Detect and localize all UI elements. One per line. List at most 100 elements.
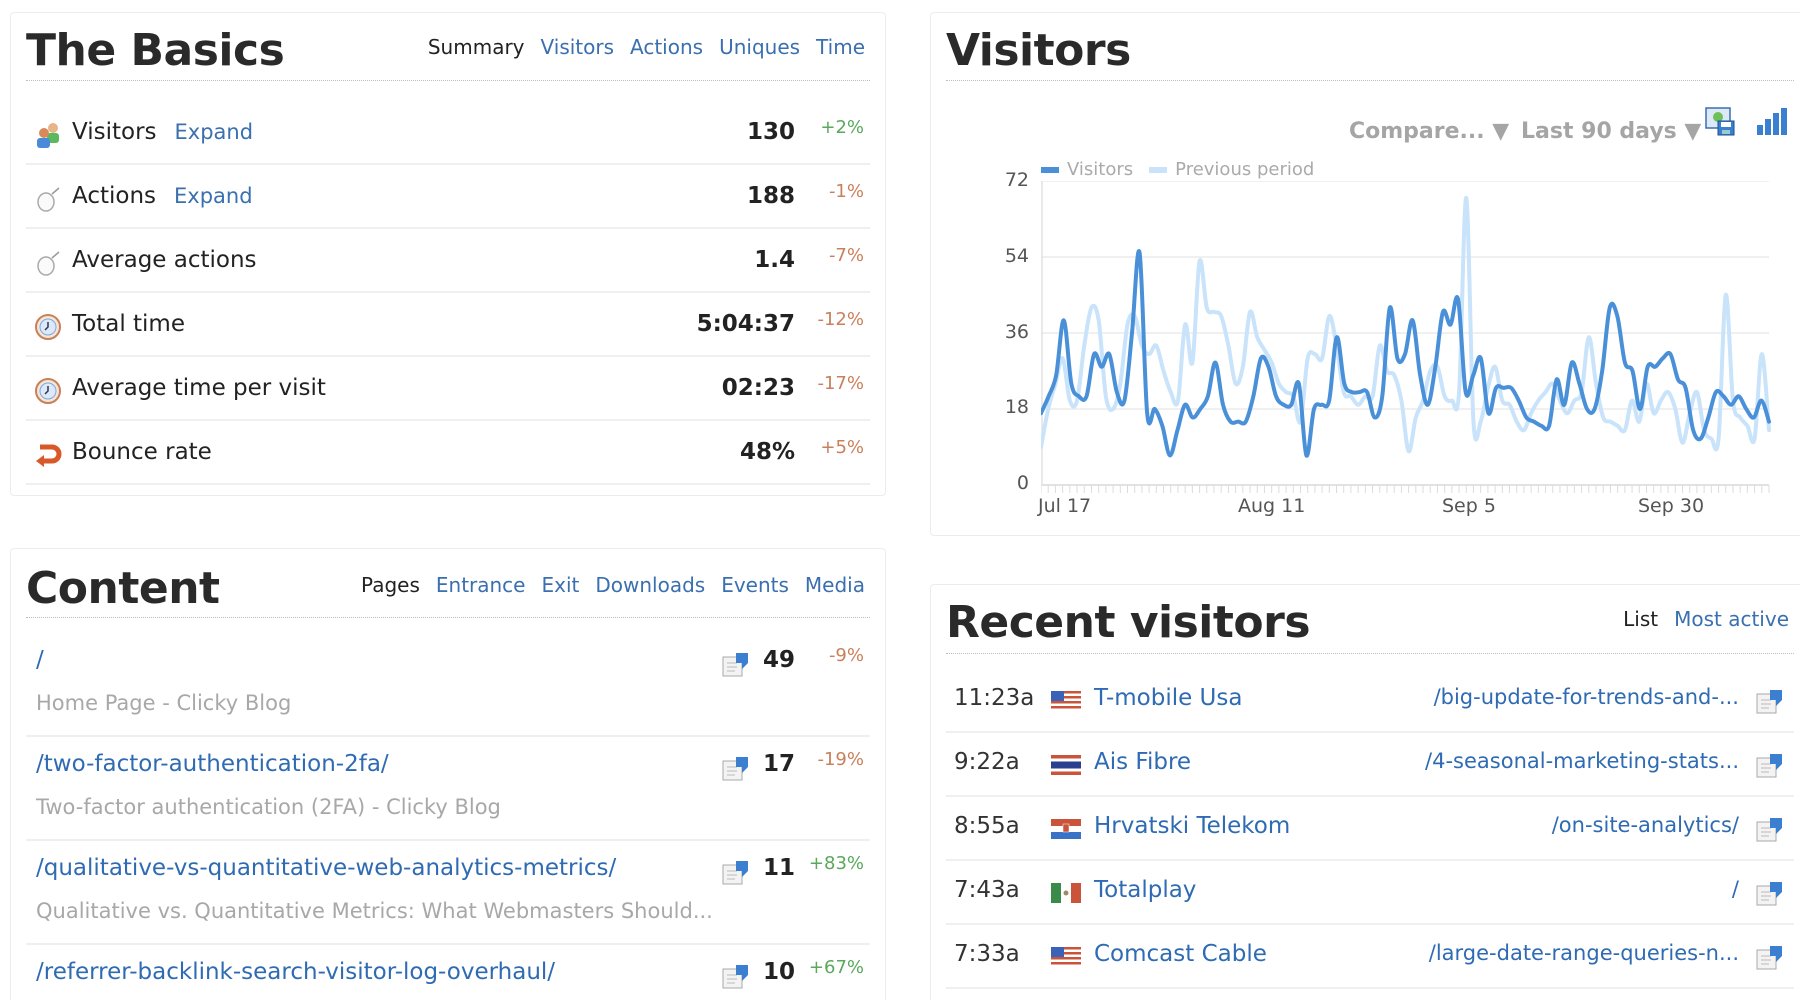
visitor-page-link[interactable]: /4-seasonal-marketing-stats... [1425,749,1739,773]
basics-tabs: Summary Visitors Actions Uniques Time [428,35,865,59]
visitors-title: Visitors [946,25,1131,76]
visitor-page-link[interactable]: /on-site-analytics/ [1551,813,1739,837]
tab-time[interactable]: Time [816,35,865,59]
visitor-isp-link[interactable]: Ais Fibre [1094,749,1192,775]
clock-icon [35,314,61,340]
page-path-link[interactable]: /referrer-backlink-search-visitor-log-ov… [36,959,556,985]
basics-row-delta: -17% [817,373,864,394]
visitor-page-link[interactable]: /big-update-for-trends-and-... [1433,685,1739,709]
basics-row-actions: Actions Expand 188 -1% [26,165,870,229]
tab-actions[interactable]: Actions [630,35,704,59]
basics-title: The Basics [26,25,285,76]
visitor-page-link[interactable]: /large-date-range-queries-n... [1428,941,1739,965]
content-tabs: Pages Entrance Exit Downloads Events Med… [361,573,865,597]
legend-visitors[interactable]: Visitors [1041,159,1133,180]
tab-downloads[interactable]: Downloads [595,573,706,597]
series-previous-period-line[interactable] [1041,195,1771,454]
page-visit-icon[interactable] [722,651,750,677]
tab-summary[interactable]: Summary [427,35,525,59]
clock-icon [35,378,61,404]
basics-row-average-actions: Average actions 1.4 -7% [26,229,870,293]
page-count: 49 [762,647,795,673]
content-divider [26,617,870,618]
flag-us-icon [1051,691,1081,711]
tab-entrance[interactable]: Entrance [435,573,526,597]
page-visit-icon[interactable] [1756,752,1784,778]
page-visit-icon[interactable] [1756,816,1784,842]
export-image-icon[interactable] [1704,105,1736,137]
tab-visitors[interactable]: Visitors [540,35,615,59]
visit-time: 7:43a [954,877,1020,903]
flag-th-icon [1051,755,1081,775]
basics-row-visitors: Visitors Expand 130 +2% [26,101,870,165]
visitors-line-chart[interactable] [1041,181,1771,501]
content-title: Content [26,563,220,614]
basics-row-label: Visitors Expand [72,119,254,145]
y-tick-18: 18 [1004,396,1029,418]
recent-divider [946,653,1794,654]
visitor-row: 7:33a Comcast Cable /large-date-range-qu… [946,925,1794,989]
flag-us-icon [1051,947,1081,967]
tab-uniques[interactable]: Uniques [719,35,801,59]
basics-row-value: 188 [746,183,795,209]
page-count: 10 [762,959,795,985]
visit-time: 9:22a [954,749,1020,775]
visit-time: 7:33a [954,941,1020,967]
page-path-link[interactable]: / [36,647,44,673]
content-panel: Content Pages Entrance Exit Downloads Ev… [10,548,886,1000]
visitor-isp-link[interactable]: Totalplay [1094,877,1197,903]
basics-panel: The Basics Summary Visitors Actions Uniq… [10,12,886,496]
tab-most-active[interactable]: Most active [1674,607,1789,631]
page-visit-icon[interactable] [1756,944,1784,970]
date-range-dropdown[interactable]: Last 90 days ▼ [1521,119,1702,144]
visit-time: 11:23a [954,685,1035,711]
basics-row-delta: -1% [828,181,864,202]
tab-pages[interactable]: Pages [361,573,420,597]
basics-row-label: Average time per visit [72,375,326,401]
visitors-icon [37,123,59,148]
x-tick-label: Sep 30 [1638,495,1705,517]
page-count: 17 [762,751,795,777]
expand-actions-link[interactable]: Expand [174,184,253,208]
series-visitors-line[interactable] [1041,249,1771,458]
tab-list[interactable]: List [1623,607,1659,631]
tab-events[interactable]: Events [721,573,789,597]
legend-previous-period[interactable]: Previous period [1149,159,1314,180]
recent-visitors-title: Recent visitors [946,597,1311,648]
page-visit-icon[interactable] [1756,688,1784,714]
page-delta: -19% [817,749,864,770]
basics-row-label: Actions Expand [72,183,253,209]
visitor-page-link[interactable]: / [1731,877,1739,901]
basics-row-label: Average actions [72,247,257,273]
page-path-link[interactable]: /two-factor-authentication-2fa/ [36,751,389,777]
visitor-isp-link[interactable]: Hrvatski Telekom [1094,813,1291,839]
page-visit-icon[interactable] [722,859,750,885]
visitor-row: 8:55a Hrvatski Telekom /on-site-analytic… [946,797,1794,861]
basics-row-value: 130 [746,119,795,145]
flag-hr-icon [1051,819,1081,839]
basics-row-value: 48% [739,439,795,465]
tab-media[interactable]: Media [804,573,865,597]
visitor-row: 9:22a Ais Fibre /4-seasonal-marketing-st… [946,733,1794,797]
expand-visitors-link[interactable]: Expand [174,120,254,144]
page-title-text: Two-factor authentication (2FA) - Clicky… [36,795,501,819]
tab-exit[interactable]: Exit [541,573,580,597]
page-path-link[interactable]: /qualitative-vs-quantitative-web-analyti… [36,855,617,881]
page-visit-icon[interactable] [1756,880,1784,906]
y-tick-0: 0 [1016,472,1029,494]
x-tick-label: Aug 11 [1238,495,1306,517]
visitor-row: 11:23a T-mobile Usa /big-update-for-tren… [946,669,1794,733]
page-visit-icon[interactable] [722,963,750,989]
basics-row-value: 1.4 [754,247,795,273]
basics-row-delta: -7% [828,245,864,266]
compare-dropdown[interactable]: Compare... ▼ [1349,119,1510,144]
page-title-text: Qualitative vs. Quantitative Metrics: Wh… [36,899,713,923]
bar-chart-icon[interactable] [1756,105,1788,137]
content-row: / Home Page - Clicky Blog 49 -9% [26,633,870,737]
visitor-isp-link[interactable]: Comcast Cable [1094,941,1267,967]
page-visit-icon[interactable] [722,755,750,781]
visitor-isp-link[interactable]: T-mobile Usa [1094,685,1243,711]
page-delta: -9% [828,645,864,666]
y-tick-54: 54 [1004,245,1029,267]
basics-divider [26,80,870,81]
